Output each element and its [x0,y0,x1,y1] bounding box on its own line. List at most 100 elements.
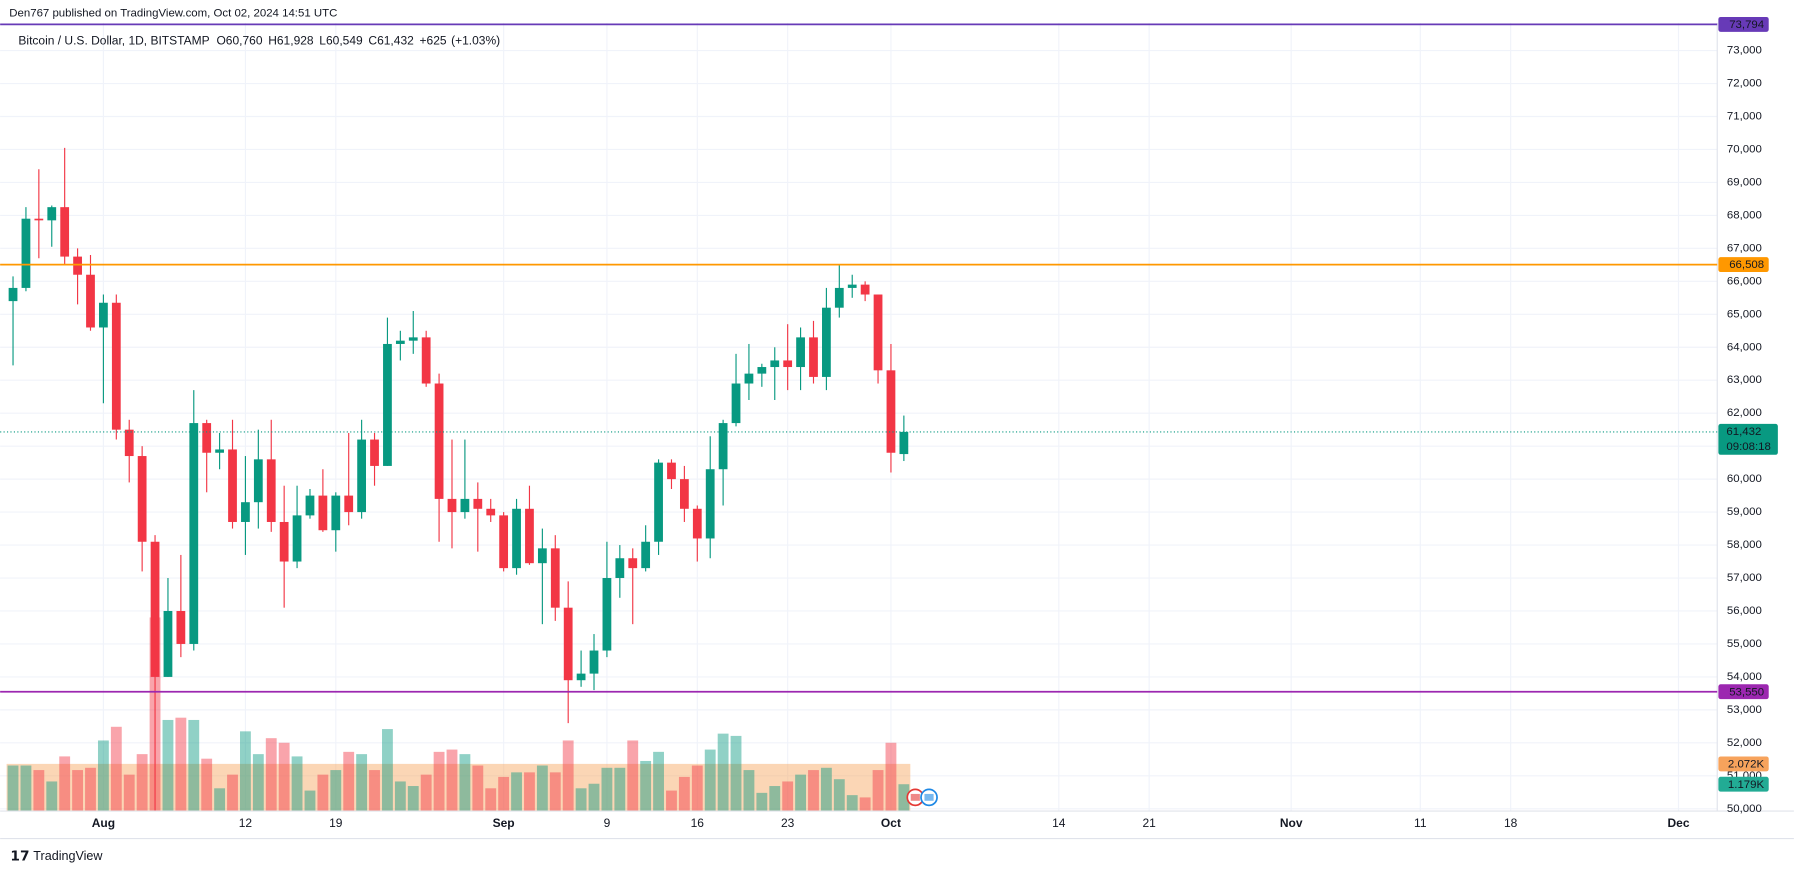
volume-bar [265,738,277,812]
candle-body [628,558,638,569]
x-tick-label: 9 [604,816,611,830]
volume-bar [769,786,781,812]
candle-body [744,373,754,384]
level-label-box [1718,16,1769,32]
event-icon-flag [924,793,934,801]
candle-body [241,502,250,522]
y-tick-label: 68,000 [1727,209,1762,221]
candle-body [266,459,276,522]
candle-body [73,256,82,275]
volume-bar [72,770,84,812]
y-tick-label: 62,000 [1727,407,1762,419]
candle-body [202,423,212,453]
volume-bar [795,774,807,812]
event-icon-flag [910,793,920,801]
x-tick-label: 23 [781,816,795,830]
volume-bar [666,790,677,812]
volume-bar [627,740,639,812]
candle-body [770,360,780,368]
legend-text: 61,432 [377,33,414,47]
volume-bar [110,726,122,812]
volume-bar [704,749,716,812]
volume-bar [20,765,32,812]
candle-body [370,439,379,466]
x-tick-label: 16 [691,816,705,830]
x-tick-label: 11 [1414,816,1427,830]
candle-body [460,498,470,513]
y-tick-label: 57,000 [1727,572,1762,584]
volume-bar [175,717,187,812]
candle-body [899,431,909,455]
volume-bar [343,751,355,812]
y-tick-label: 67,000 [1727,242,1762,254]
last-price-box [1718,423,1778,455]
volume-bar [188,719,200,812]
logo-mark: 𝟭𝟳 [10,848,29,863]
volume-bar [46,781,58,812]
volume-bar [511,772,522,812]
volume-ma-label-box [1718,756,1769,772]
volume-bar [536,765,548,812]
volume-bar [317,774,329,812]
volume-bar [485,788,497,812]
volume-bar [330,770,342,812]
candle-body [215,449,224,453]
candle-body [473,498,483,509]
candle-body [796,337,805,368]
candle-body [860,284,870,295]
candle-body [8,287,18,302]
x-tick-label: 21 [1142,816,1156,830]
volume-ma-label: 2.072K [1728,758,1765,770]
volume-bar [33,770,45,812]
candle-body [408,337,418,341]
volume-bar [446,749,458,812]
axes: 50,000 51,000 52,000 53,000 54,000 55,000 56,0… [92,16,1778,830]
y-tick-label: 66,000 [1727,275,1762,287]
candle-body [589,650,599,674]
candle-body [163,610,173,677]
candle-body [434,383,444,499]
candle-body [654,462,663,542]
volume-bar [640,760,652,812]
volume-bar [820,767,832,812]
candle-body [318,495,328,531]
candle-body [395,340,405,344]
y-tick-label: 73,000 [1727,45,1762,57]
volume-bar [498,776,510,812]
volume-bar [601,767,613,812]
candle-body [47,207,57,221]
legend-text: O [216,33,225,47]
x-tick-label: Oct [881,816,901,830]
legend-text: 60,760 [226,33,263,47]
y-tick-label: 52,000 [1727,737,1762,749]
volume-bar [653,751,664,812]
candle-body [667,462,676,480]
candle-body [60,207,70,257]
candle-body [383,343,392,466]
volume-ma-band [6,763,911,812]
level-label-box [1718,257,1769,273]
volume-bar [278,742,290,812]
candle-body [447,498,457,513]
y-tick-label: 71,000 [1727,111,1762,123]
volume-bar [59,756,71,812]
y-tick-label: 51,000 [1727,770,1762,782]
legend-text: 60,549 [326,33,363,47]
volume-bar [356,754,368,812]
y-tick-label: 64,000 [1727,341,1762,353]
volume-bar [872,770,884,812]
volume-bar [885,742,897,812]
x-tick-label: 19 [329,816,343,830]
candle-body [641,541,651,569]
candle-body [357,439,367,513]
candle-body [731,383,741,424]
tradingview-logo: 𝟭𝟳 TradingView [10,848,103,863]
volume-bar [201,758,213,812]
candle-body [421,337,431,384]
volume-bar [433,751,445,812]
plot-area [6,147,911,812]
candle-body [512,508,521,569]
